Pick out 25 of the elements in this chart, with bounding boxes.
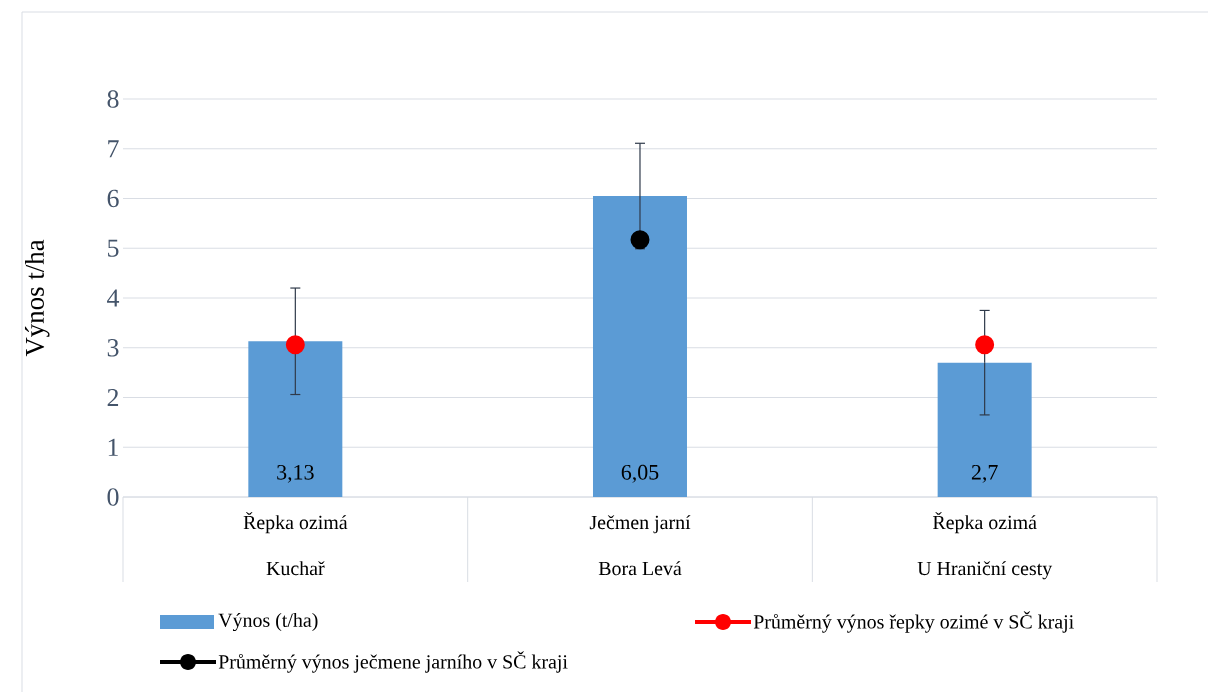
y-tick-label: 0 (107, 488, 119, 506)
data-label: 3,13 (277, 464, 314, 483)
text: Kuchař (266, 561, 325, 576)
y-tick-label: 4 (107, 289, 120, 307)
text: U Hraniční cesty (917, 561, 1053, 580)
bar (937, 362, 1032, 497)
y-tick-label: 1 (108, 438, 118, 456)
legend-label: Průměrný výnos řepky ozimé v SČ kraji (753, 611, 1074, 633)
data-label: 6,05 (621, 464, 659, 483)
y-tick-label: 7 (108, 140, 119, 158)
legend-label: Výnos (t/ha) (218, 612, 318, 632)
x-tick-label: Řepka ozimá (243, 511, 348, 534)
y-tick-label: 6 (107, 189, 119, 208)
bar (592, 196, 687, 497)
y-axis-title: Výnos t/ha (24, 239, 50, 357)
y-tick-label: 5 (108, 239, 119, 257)
x-tick-label: Řepka ozimá (932, 511, 1037, 534)
x-tick-label: Ječmen jarní (589, 515, 691, 534)
legend-label: Průměrný výnos ječmene jarního v SČ kraji (218, 651, 568, 673)
text: Bora Levá (598, 561, 682, 576)
bar (248, 341, 343, 497)
data-label: 2,7 (971, 464, 998, 483)
y-tick-label: 8 (107, 90, 119, 108)
y-tick-label: 3 (107, 339, 119, 357)
y-tick-label: 2 (107, 388, 119, 407)
